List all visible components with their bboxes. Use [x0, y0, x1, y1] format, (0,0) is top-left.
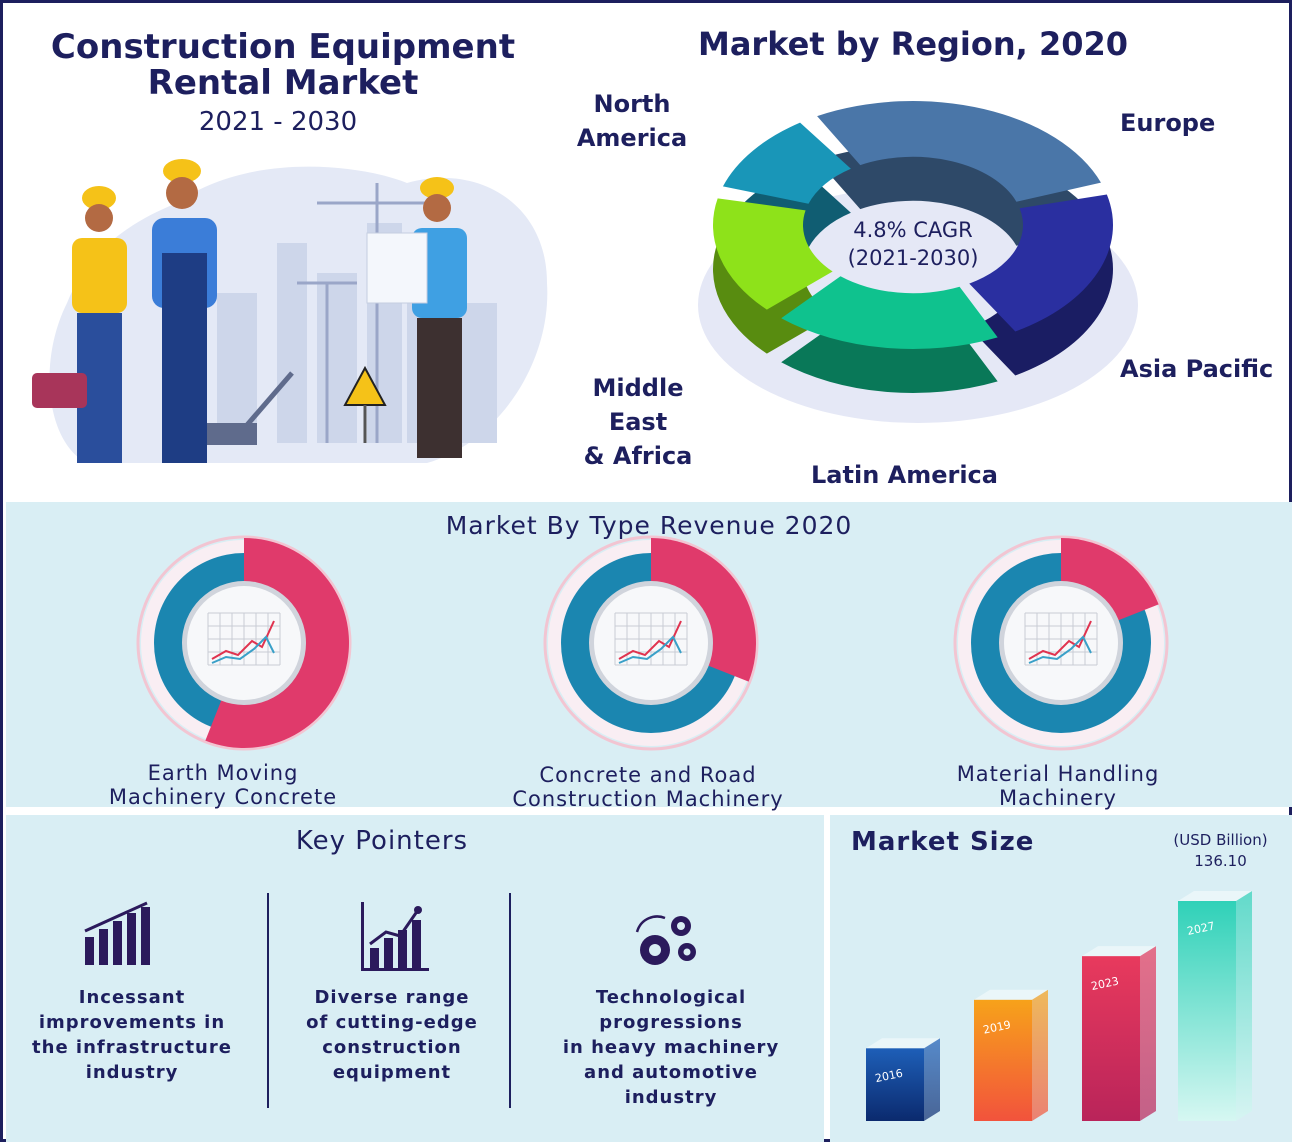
market-size-title: Market Size [851, 827, 1035, 857]
mea-line2: & Africa [583, 442, 693, 470]
donut-outer-ring [953, 535, 1169, 751]
pointer-text-3: Technological progressions in heavy mach… [521, 985, 821, 1110]
market-size-unit: (USD Billion) [1173, 831, 1268, 849]
mea-line1: Middle East [592, 374, 684, 436]
region-slice-middle-east-africa [722, 122, 851, 204]
pointer-1-line: improvements in [38, 1012, 226, 1033]
key-pointers-title: Key Pointers [295, 826, 469, 856]
region-slice-north-america [817, 101, 1101, 202]
page-title: Construction Equipment Rental Market [43, 29, 523, 101]
pointer-1-line: the infrastructure [32, 1037, 232, 1058]
cagr-label: 4.8% CAGR [853, 218, 973, 242]
type-label-earth-moving: Earth Moving Machinery Concrete [83, 761, 363, 809]
pointer-2-line: construction [322, 1037, 462, 1058]
worker-left-icon [32, 186, 127, 463]
warning-sign-icon [343, 365, 387, 443]
type-label-material-handling: Material Handling Machinery [913, 762, 1203, 810]
size-bar-top-2023 [1082, 946, 1156, 957]
market-size-bar-chart: 2016 2019 2023 2027 [866, 891, 1252, 1121]
region-chart-title: Market by Region, 2020 [697, 25, 1129, 63]
donut-outer-ring [136, 535, 352, 751]
region-slice-latin-america [713, 198, 833, 310]
pointer-2-line: Diverse range [314, 987, 470, 1008]
title-line-1: Construction Equipment [50, 27, 516, 67]
size-bar-year-label: 2016 [874, 1067, 904, 1086]
cagr-period-label: (2021-2030) [848, 246, 979, 270]
type-label-1-line2: Machinery Concrete [108, 785, 338, 809]
type-label-3-line2: Machinery [999, 786, 1117, 810]
size-bar-2016 [866, 1048, 924, 1121]
line-chart-icon [207, 612, 281, 666]
type-revenue-donuts [136, 535, 1169, 751]
size-bar-2019 [974, 999, 1032, 1121]
line-chart-icon [1024, 612, 1098, 666]
type-label-2-line2: Construction Machinery [512, 787, 784, 811]
size-bar-year-label: 2027 [1186, 919, 1216, 938]
title-years: 2021 - 2030 [198, 107, 358, 137]
size-bar-side-2023 [1140, 946, 1156, 1121]
pointer-text-1: Incessant improvements in the infrastruc… [13, 985, 251, 1085]
pointer-1-line: industry [85, 1062, 179, 1083]
type-revenue-title: Market By Type Revenue 2020 [445, 511, 853, 540]
size-bar-top-2019 [974, 989, 1048, 1000]
region-label-asia-pacific: Asia Pacific [1120, 355, 1274, 383]
key-pointers-section [6, 815, 824, 1142]
size-bar-year-label: 2023 [1090, 975, 1120, 994]
worker-middle-icon [152, 159, 217, 463]
pointer-3-line: Technological progressions [595, 987, 747, 1033]
size-bar-top-2016 [866, 1038, 940, 1049]
growth-chart-icon [361, 902, 429, 971]
size-bar-top-2027 [1178, 891, 1252, 901]
size-bar-side-2027 [1236, 891, 1252, 1121]
pointer-text-2: Diverse range of cutting-edge constructi… [283, 985, 501, 1085]
pointer-3-line: and automotive [584, 1062, 758, 1083]
line-chart-icon [614, 612, 688, 666]
pointer-3-line: industry [624, 1087, 718, 1108]
north-america-line1: North [593, 90, 671, 118]
pointer-3-line: in heavy machinery [562, 1037, 780, 1058]
pointer-1-line: Incessant [78, 987, 186, 1008]
title-line-2: Rental Market [147, 63, 419, 103]
excavator-icon [202, 371, 294, 445]
region-label-mea: Middle East & Africa [563, 371, 713, 473]
region-label-north-america: North America [569, 87, 695, 155]
donut-outer-ring [543, 535, 759, 751]
size-bar-year-label: 2019 [982, 1018, 1012, 1037]
type-label-3-line1: Material Handling [956, 762, 1160, 786]
size-bar-2023 [1082, 956, 1140, 1121]
region-slice-europe [969, 194, 1113, 332]
region-label-europe: Europe [1120, 109, 1216, 137]
region-donut-chart: 4.8% CAGR (2021-2030) [698, 101, 1138, 423]
region-slice-asia-pacific [781, 276, 998, 349]
size-bar-side-2016 [924, 1038, 940, 1121]
pointer-divider-2 [509, 893, 511, 1108]
type-label-1-line1: Earth Moving [147, 761, 299, 785]
size-bar-2027 [1178, 901, 1236, 1121]
north-america-line2: America [576, 124, 688, 152]
market-size-value-label: 136.10 [1194, 852, 1247, 870]
size-bar-side-2019 [1032, 989, 1048, 1121]
type-label-2-line1: Concrete and Road [539, 763, 757, 787]
pointer-divider-1 [267, 893, 269, 1108]
pointer-2-line: of cutting-edge [306, 1012, 478, 1033]
region-label-latin-america: Latin America [811, 461, 998, 489]
worker-right-icon [366, 177, 467, 458]
gears-icon [635, 915, 696, 965]
bar-chart-icon [84, 901, 150, 965]
type-label-concrete-road: Concrete and Road Construction Machinery [493, 763, 803, 811]
construction-workers-illustration [32, 159, 548, 463]
pointer-2-line: equipment [332, 1062, 452, 1083]
